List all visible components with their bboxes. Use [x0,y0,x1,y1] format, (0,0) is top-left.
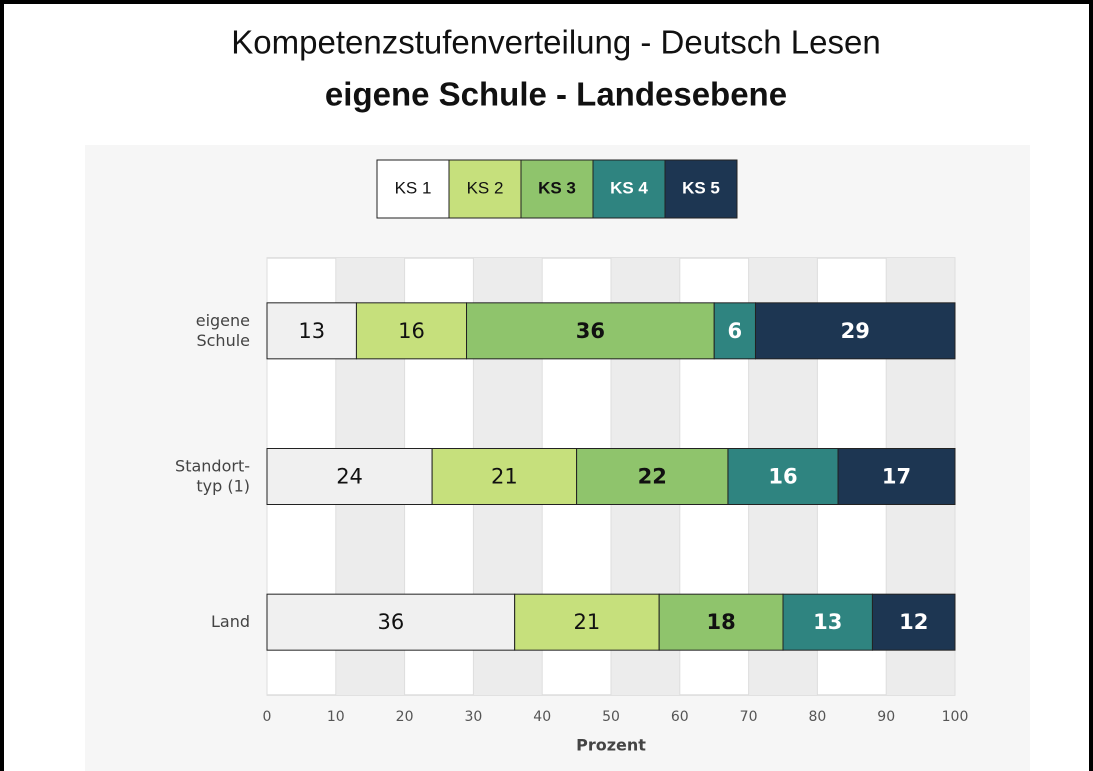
bar-segment [658,593,784,651]
y-tick-label: eigene Schule [196,310,250,349]
data-label: 36 [377,610,404,634]
bar-segment [837,448,956,505]
data-label: 22 [638,465,667,489]
x-tick-label: 60 [671,709,689,725]
data-label: 16 [768,465,797,489]
y-tick-label: Standort-typ (1) [175,456,250,495]
data-label: 21 [574,610,601,634]
data-label: 16 [398,319,425,343]
data-label: 18 [706,610,735,634]
bar-segment [355,302,468,360]
bar-segment [727,448,839,505]
chart-subtitle: eigene Schule - Landesebene [325,76,787,113]
bar-segment [713,302,756,360]
legend-swatch [664,159,738,219]
data-label: 29 [841,319,870,343]
x-tick-label: 90 [877,709,895,725]
x-tick-label: 50 [602,709,620,725]
x-tick-label: 10 [327,709,345,725]
data-label: 6 [728,319,743,343]
data-label: 24 [336,465,363,489]
data-label: 21 [491,465,518,489]
x-tick-label: 70 [740,709,758,725]
data-label: 36 [576,319,605,343]
data-label: 12 [899,610,928,634]
x-tick-label: 100 [942,709,969,725]
x-tick-label: 20 [396,709,414,725]
legend-label: KS 5 [682,178,720,197]
legend-swatch [520,159,594,219]
legend-swatch [376,159,450,219]
chart-title: Kompetenzstufenverteilung - Deutsch Lese… [231,24,880,61]
x-axis-label: Prozent [576,736,646,755]
x-tick-label: 0 [263,709,272,725]
bar-segment [266,448,433,505]
legend-label: KS 3 [538,178,576,197]
bar-segment [871,593,956,651]
x-tick-label: 40 [533,709,551,725]
data-label: 13 [298,319,325,343]
y-tick-label: Land [211,612,250,631]
data-label: 13 [813,610,842,634]
legend-label: KS 1 [395,178,432,197]
x-tick-label: 30 [464,709,482,725]
legend-label: KS 4 [610,178,648,197]
x-tick-label: 80 [808,709,826,725]
bar-segment [754,302,956,360]
legend-swatch [592,159,666,219]
data-label: 17 [882,465,911,489]
legend-label: KS 2 [467,178,504,197]
